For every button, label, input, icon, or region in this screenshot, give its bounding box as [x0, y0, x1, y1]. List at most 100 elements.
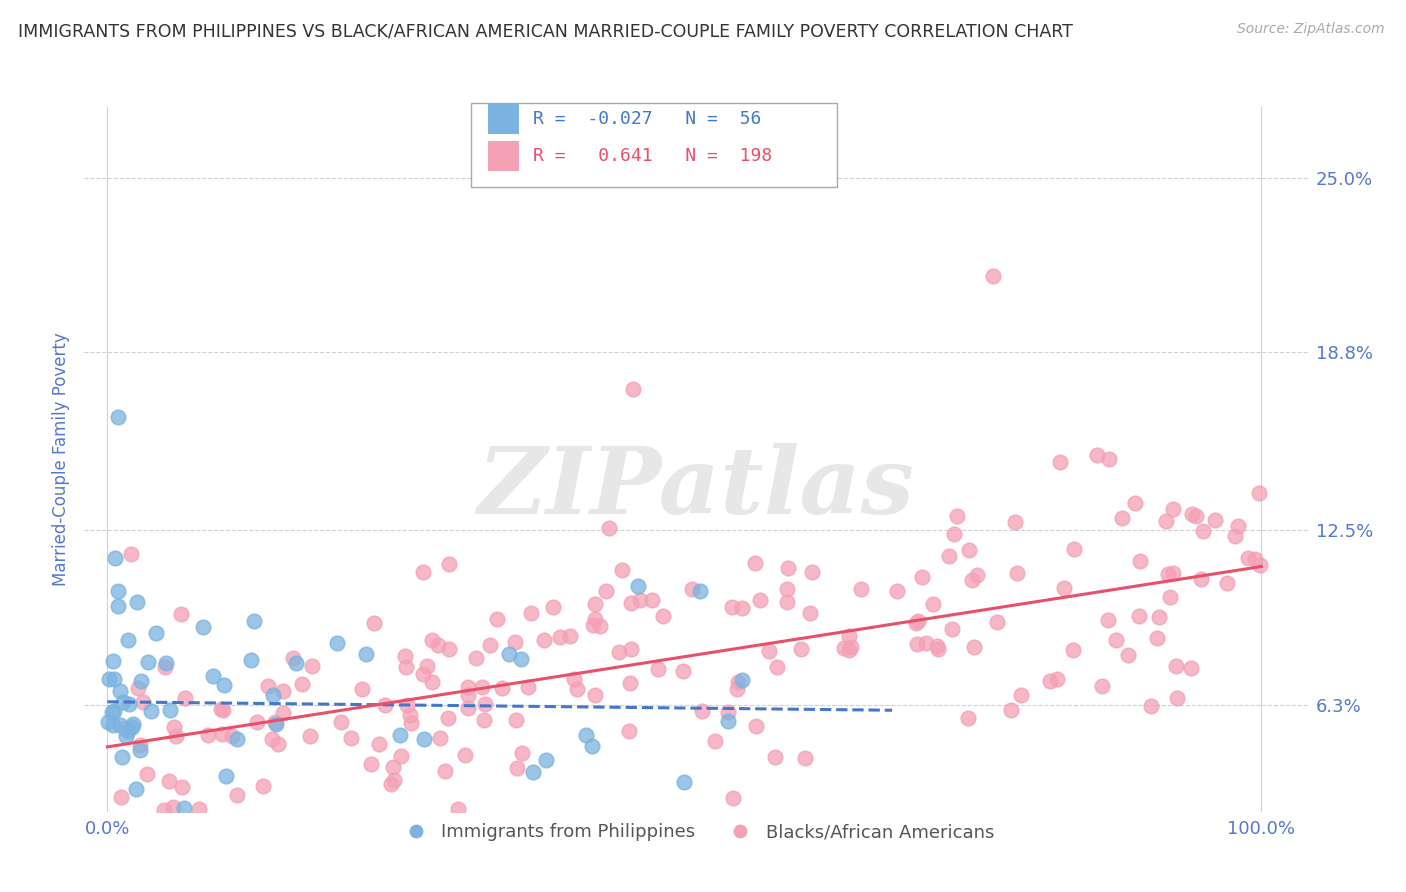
- Point: [681, 582, 703, 596]
- Point: [262, 688, 284, 702]
- Point: [839, 640, 862, 654]
- Point: [120, 547, 142, 561]
- Point: [226, 788, 249, 802]
- Point: [1097, 613, 1119, 627]
- Point: [382, 773, 405, 788]
- Point: [271, 683, 294, 698]
- Point: [212, 677, 235, 691]
- Point: [101, 654, 124, 668]
- Point: [766, 660, 789, 674]
- Point: [429, 731, 451, 746]
- Point: [1062, 643, 1084, 657]
- Point: [731, 673, 754, 688]
- Text: Source: ZipAtlas.com: Source: ZipAtlas.com: [1237, 22, 1385, 37]
- Point: [299, 729, 322, 743]
- Point: [595, 583, 617, 598]
- Point: [938, 549, 960, 563]
- Point: [110, 790, 132, 805]
- Point: [583, 597, 606, 611]
- Point: [329, 715, 352, 730]
- Point: [396, 698, 419, 713]
- Point: [758, 644, 780, 658]
- Point: [291, 677, 314, 691]
- Point: [1146, 631, 1168, 645]
- Point: [619, 724, 641, 739]
- Point: [211, 726, 233, 740]
- Point: [221, 729, 243, 743]
- Point: [907, 614, 929, 628]
- Point: [548, 819, 571, 833]
- Point: [474, 697, 496, 711]
- Point: [427, 638, 450, 652]
- Point: [1189, 572, 1212, 586]
- Point: [778, 561, 800, 575]
- Point: [607, 645, 630, 659]
- Point: [1161, 502, 1184, 516]
- Point: [117, 633, 139, 648]
- Point: [136, 766, 159, 780]
- Point: [433, 764, 456, 779]
- Point: [110, 684, 132, 698]
- Point: [263, 714, 285, 729]
- Point: [472, 713, 495, 727]
- Point: [776, 595, 799, 609]
- Legend: Immigrants from Philippines, Blacks/African Americans: Immigrants from Philippines, Blacks/Afri…: [391, 816, 1001, 848]
- Point: [173, 801, 195, 815]
- Point: [620, 641, 643, 656]
- Point: [925, 639, 948, 653]
- Point: [716, 705, 738, 719]
- Point: [1004, 515, 1026, 529]
- Point: [129, 674, 152, 689]
- Point: [942, 526, 965, 541]
- Point: [257, 679, 280, 693]
- Point: [117, 724, 139, 739]
- Point: [1204, 513, 1226, 527]
- Point: [107, 599, 129, 613]
- Point: [465, 650, 488, 665]
- Point: [138, 819, 160, 833]
- Point: [1191, 524, 1213, 539]
- Point: [457, 681, 479, 695]
- Point: [1104, 633, 1126, 648]
- Point: [111, 750, 134, 764]
- Point: [1180, 661, 1202, 675]
- Point: [1111, 511, 1133, 525]
- Point: [281, 651, 304, 665]
- Point: [509, 651, 531, 665]
- Point: [564, 672, 586, 686]
- Point: [945, 509, 967, 524]
- Point: [360, 757, 382, 772]
- Point: [394, 649, 416, 664]
- Text: ZIPatlas: ZIPatlas: [478, 442, 914, 533]
- Y-axis label: Married-Couple Family Poverty: Married-Couple Family Poverty: [52, 333, 70, 586]
- Point: [548, 631, 571, 645]
- Point: [153, 803, 176, 817]
- Point: [1000, 703, 1022, 717]
- Point: [131, 695, 153, 709]
- Point: [363, 615, 385, 630]
- Point: [326, 636, 349, 650]
- Point: [703, 733, 725, 747]
- Point: [763, 750, 786, 764]
- Point: [453, 747, 475, 762]
- Point: [413, 731, 436, 746]
- Point: [121, 716, 143, 731]
- Point: [581, 739, 603, 754]
- Point: [610, 563, 633, 577]
- Point: [157, 773, 180, 788]
- Point: [1244, 552, 1267, 566]
- Point: [1227, 519, 1250, 533]
- Point: [744, 719, 766, 733]
- Point: [915, 635, 938, 649]
- Point: [101, 718, 124, 732]
- Point: [479, 638, 502, 652]
- Point: [412, 565, 434, 579]
- Point: [267, 737, 290, 751]
- Point: [398, 708, 420, 723]
- Point: [794, 751, 817, 765]
- Point: [225, 732, 247, 747]
- Point: [966, 568, 988, 582]
- Point: [491, 681, 513, 695]
- Point: [671, 664, 693, 678]
- Point: [145, 626, 167, 640]
